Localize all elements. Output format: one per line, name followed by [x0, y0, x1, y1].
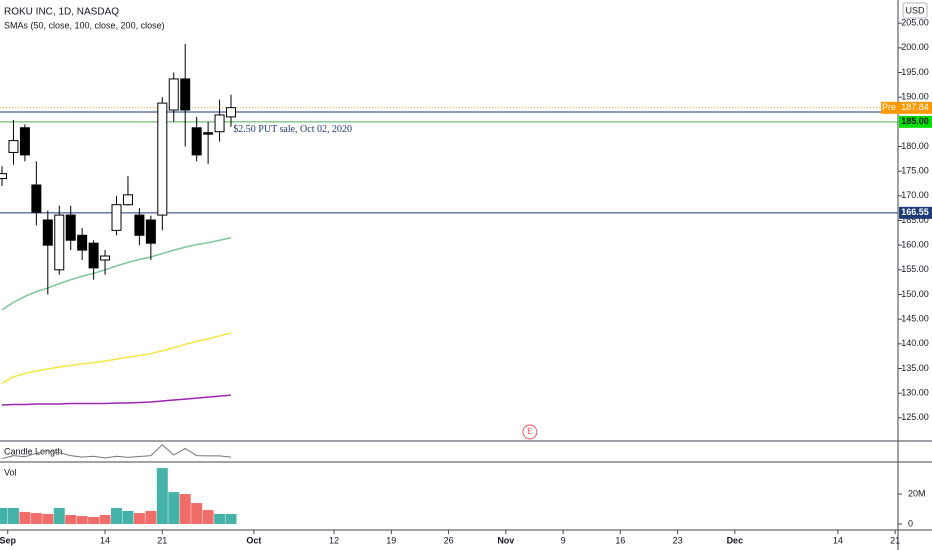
volume-bar [88, 516, 100, 525]
sma-line [1, 332, 232, 384]
candle-body [65, 214, 76, 241]
price-label: 166.55 [901, 207, 929, 217]
candle-body [77, 234, 88, 251]
earnings-label: E [527, 427, 532, 436]
y-tick-label: 165.00 [901, 215, 929, 225]
volume-bar [53, 507, 65, 525]
volume-bar [65, 515, 77, 525]
pane-title: Candle Length [4, 446, 63, 456]
volume-bar [191, 503, 203, 525]
volume-bar [145, 510, 157, 525]
y-tick-label: 150.00 [901, 289, 929, 299]
volume-bar [168, 492, 180, 525]
volume-bar [179, 494, 191, 525]
y-tick-label: 125.00 [901, 412, 929, 422]
x-tick-label: Nov [497, 535, 514, 545]
candle-body [0, 173, 8, 180]
price-label: 185.00 [901, 116, 929, 126]
x-tick-label: 21 [157, 535, 167, 545]
volume-bar [122, 510, 134, 525]
sma-line [1, 394, 232, 406]
pane-title: Vol [4, 467, 17, 477]
y-tick-label: 130.00 [901, 388, 929, 398]
premarket-label: Pre [882, 102, 896, 112]
x-tick-label: 23 [673, 535, 683, 545]
subtitle: SMAs (50, close, 100, close, 200, close) [4, 20, 165, 30]
y-tick-label: 20M [908, 488, 926, 498]
chart-title: ROKU INC, 1D, NASDAQ [4, 7, 119, 18]
candle-body [168, 78, 179, 111]
volume-bar [111, 507, 123, 525]
volume-bar [202, 510, 214, 525]
x-tick-label: 14 [100, 535, 110, 545]
x-tick-label: 19 [386, 535, 396, 545]
volume-bar [30, 513, 42, 525]
y-tick-label: 205.00 [901, 18, 929, 28]
x-tick-label: Sep [0, 535, 16, 545]
volume-bar [214, 513, 226, 525]
y-tick-label: 135.00 [901, 363, 929, 373]
candle-body [203, 132, 214, 135]
candle-body [111, 204, 122, 231]
candle-body [54, 214, 65, 271]
y-tick-label: 200.00 [901, 42, 929, 52]
volume-bar [99, 515, 111, 525]
candle-body [134, 214, 145, 236]
x-tick-label: 26 [444, 535, 454, 545]
candle-body [157, 102, 168, 216]
price-label-box [899, 115, 932, 128]
sma-line [1, 237, 232, 311]
y-tick-label: 140.00 [901, 338, 929, 348]
currency: USD [905, 5, 925, 15]
y-tick-label: 0 [908, 518, 913, 528]
x-tick-label: 9 [561, 535, 566, 545]
candle-body [100, 255, 111, 261]
y-tick-label: 170.00 [901, 190, 929, 200]
price-label-box [899, 206, 932, 219]
y-tick-label: 190.00 [901, 92, 929, 102]
volume-bar [42, 513, 54, 525]
y-tick-label: 175.00 [901, 166, 929, 176]
volume-bar [19, 512, 31, 525]
volume-bar [133, 513, 145, 525]
candle-body [226, 107, 237, 118]
x-tick-label: 16 [615, 535, 625, 545]
premarket-value: 187.84 [901, 102, 929, 112]
premarket-box [881, 101, 932, 114]
candle-body [180, 78, 191, 111]
candle-body [31, 184, 42, 213]
y-tick-label: 160.00 [901, 240, 929, 250]
volume-bar [225, 513, 237, 525]
currency-box [902, 2, 928, 19]
volume-bar [0, 507, 8, 525]
y-tick-label: 155.00 [901, 264, 929, 274]
x-tick-label: 12 [329, 535, 339, 545]
earnings-marker [522, 424, 538, 440]
annotation: $2.50 PUT sale, Oct 02, 2020 [233, 124, 352, 135]
candle-body [214, 114, 225, 133]
x-tick-label: Oct [246, 535, 261, 545]
y-tick-label: 195.00 [901, 67, 929, 77]
candle-body [8, 140, 19, 153]
volume-bar [156, 468, 168, 525]
x-tick-label: 14 [833, 535, 843, 545]
volume-bar [76, 516, 88, 525]
candle-body [191, 127, 202, 156]
candle-body [88, 242, 99, 269]
x-tick-label: 21 [890, 535, 900, 545]
candle-body [122, 194, 133, 206]
candle-body [145, 219, 156, 244]
volume-bar [7, 507, 19, 525]
x-tick-label: Dec [727, 535, 744, 545]
y-tick-label: 180.00 [901, 141, 929, 151]
candle-body [42, 219, 53, 246]
candle-length-line [1, 444, 232, 460]
y-tick-label: 145.00 [901, 314, 929, 324]
candle-body [19, 127, 30, 156]
